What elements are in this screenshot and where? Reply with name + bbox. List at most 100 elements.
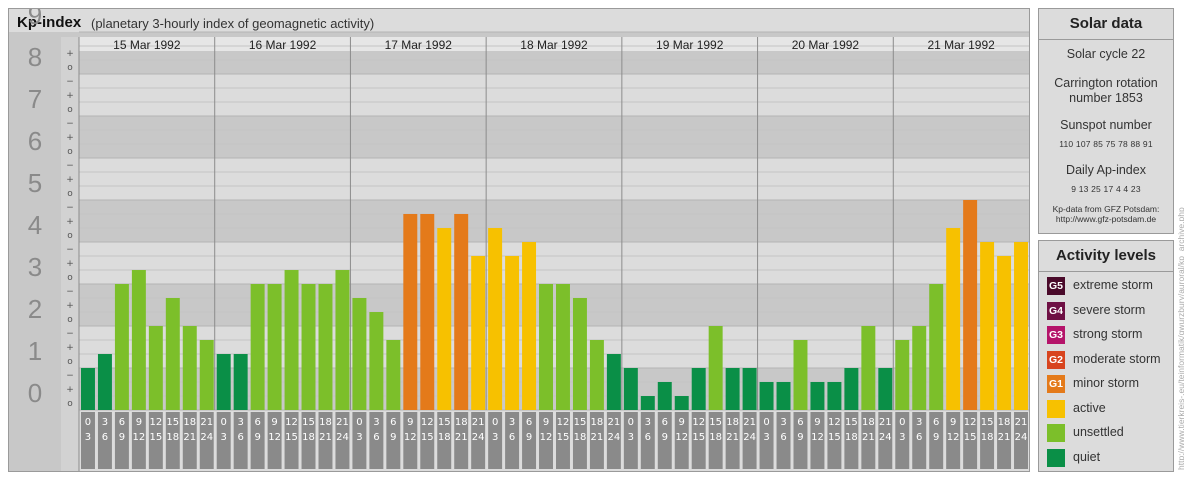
y-tick-label: 5: [28, 168, 42, 198]
interval-label-box: [369, 412, 384, 469]
interval-end-label: 15: [964, 432, 977, 443]
interval-label-box: [352, 412, 367, 469]
activity-level-swatch: G4: [1047, 301, 1065, 320]
day-label: 16 Mar 1992: [249, 38, 317, 52]
interval-end-label: 12: [811, 432, 824, 443]
interval-end-label: 6: [916, 432, 922, 443]
y-subtick-label: −: [66, 77, 74, 87]
activity-level-unsettled: unsettled: [1047, 424, 1173, 444]
interval-end-label: 6: [237, 432, 243, 443]
kp-bar: [505, 255, 520, 410]
activity-level-severe-storm: G4 severe storm: [1047, 301, 1173, 322]
kp-band-6: [9, 116, 1029, 158]
interval-end-label: 9: [526, 432, 532, 443]
interval-start-label: 15: [438, 417, 451, 428]
y-subtick-label: +: [66, 343, 74, 353]
kp-bar: [437, 228, 452, 410]
kp-bar: [131, 270, 146, 410]
y-subtick-label: −: [66, 245, 74, 255]
kp-bar: [556, 284, 570, 410]
interval-end-label: 18: [166, 432, 179, 443]
interval-start-label: 15: [709, 417, 722, 428]
interval-start-label: 18: [455, 417, 468, 428]
interval-label-box: [742, 412, 757, 469]
activity-level-label: quiet: [1073, 449, 1101, 464]
interval-label-box: [657, 412, 672, 469]
interval-label-box: [284, 412, 299, 469]
interval-label-box: [861, 412, 876, 469]
interval-start-label: 3: [645, 417, 651, 428]
interval-end-label: 12: [675, 432, 688, 443]
interval-label-box: [793, 412, 808, 469]
interval-start-label: 12: [285, 417, 298, 428]
y-subtick-label: +: [66, 385, 74, 395]
y-subtick-label: −: [66, 119, 74, 129]
activity-level-minor-storm: G1 minor storm: [1047, 375, 1173, 395]
y-subtick-label: o: [67, 399, 73, 409]
day-label: 15 Mar 1992: [113, 38, 181, 52]
kp-bar: [488, 228, 503, 410]
y-tick-label: 9: [28, 9, 42, 30]
interval-label-box: [827, 412, 842, 469]
interval-start-label: 6: [662, 417, 668, 428]
interval-start-label: 18: [591, 417, 604, 428]
sunspot-label: Sunspot number: [1060, 118, 1152, 132]
interval-label-box: [844, 412, 859, 469]
interval-label-box: [233, 412, 248, 469]
kp-bar: [810, 381, 825, 410]
y-tick-label: 1: [28, 336, 42, 366]
interval-label-box: [403, 412, 418, 469]
interval-start-label: 12: [557, 417, 570, 428]
interval-end-label: 15: [285, 432, 298, 443]
interval-end-label: 15: [421, 432, 434, 443]
interval-end-label: 9: [933, 432, 939, 443]
interval-label-box: [471, 412, 486, 469]
interval-start-label: 3: [237, 417, 243, 428]
interval-label-box: [182, 412, 197, 469]
interval-start-label: 12: [421, 417, 434, 428]
interval-end-label: 15: [692, 432, 705, 443]
interval-end-label: 6: [645, 432, 651, 443]
interval-label-box: [420, 412, 435, 469]
interval-end-label: 21: [998, 432, 1011, 443]
interval-end-label: 3: [221, 432, 227, 443]
carrington-line-2: number 1853: [1069, 91, 1143, 105]
kp-bar: [844, 368, 859, 410]
interval-start-label: 12: [149, 417, 162, 428]
interval-end-label: 21: [183, 432, 196, 443]
interval-end-label: 12: [404, 432, 417, 443]
interval-start-label: 9: [543, 417, 549, 428]
interval-start-label: 9: [136, 417, 142, 428]
kp-bar: [267, 284, 282, 410]
kp-bar: [420, 213, 435, 410]
kp-bar: [454, 213, 469, 410]
interval-label-box: [725, 412, 740, 469]
interval-label-box: [301, 412, 316, 469]
interval-label-box: [522, 412, 537, 469]
interval-label-box: [148, 412, 163, 469]
interval-start-label: 0: [221, 417, 227, 428]
interval-label-box: [997, 412, 1012, 469]
interval-start-label: 21: [1015, 417, 1028, 428]
kp-bar: [182, 326, 197, 410]
interval-label-box: [980, 412, 995, 469]
interval-start-label: 3: [916, 417, 922, 428]
interval-end-label: 24: [472, 432, 485, 443]
interval-end-label: 3: [899, 432, 905, 443]
interval-label-box: [946, 412, 961, 469]
kp-bar: [946, 228, 961, 410]
interval-end-label: 3: [628, 432, 634, 443]
interval-label-box: [572, 412, 587, 469]
interval-start-label: 6: [526, 417, 532, 428]
day-label: 17 Mar 1992: [385, 38, 453, 52]
interval-label-box: [878, 412, 893, 469]
interval-end-label: 6: [373, 432, 379, 443]
interval-end-label: 6: [102, 432, 108, 443]
activity-level-swatch: G5: [1047, 277, 1065, 295]
interval-end-label: 18: [709, 432, 722, 443]
kp-bar: [861, 326, 876, 410]
kp-bar: [827, 381, 842, 410]
interval-end-label: 12: [540, 432, 553, 443]
interval-label-box: [708, 412, 723, 469]
kp-band-5: [9, 158, 1029, 200]
